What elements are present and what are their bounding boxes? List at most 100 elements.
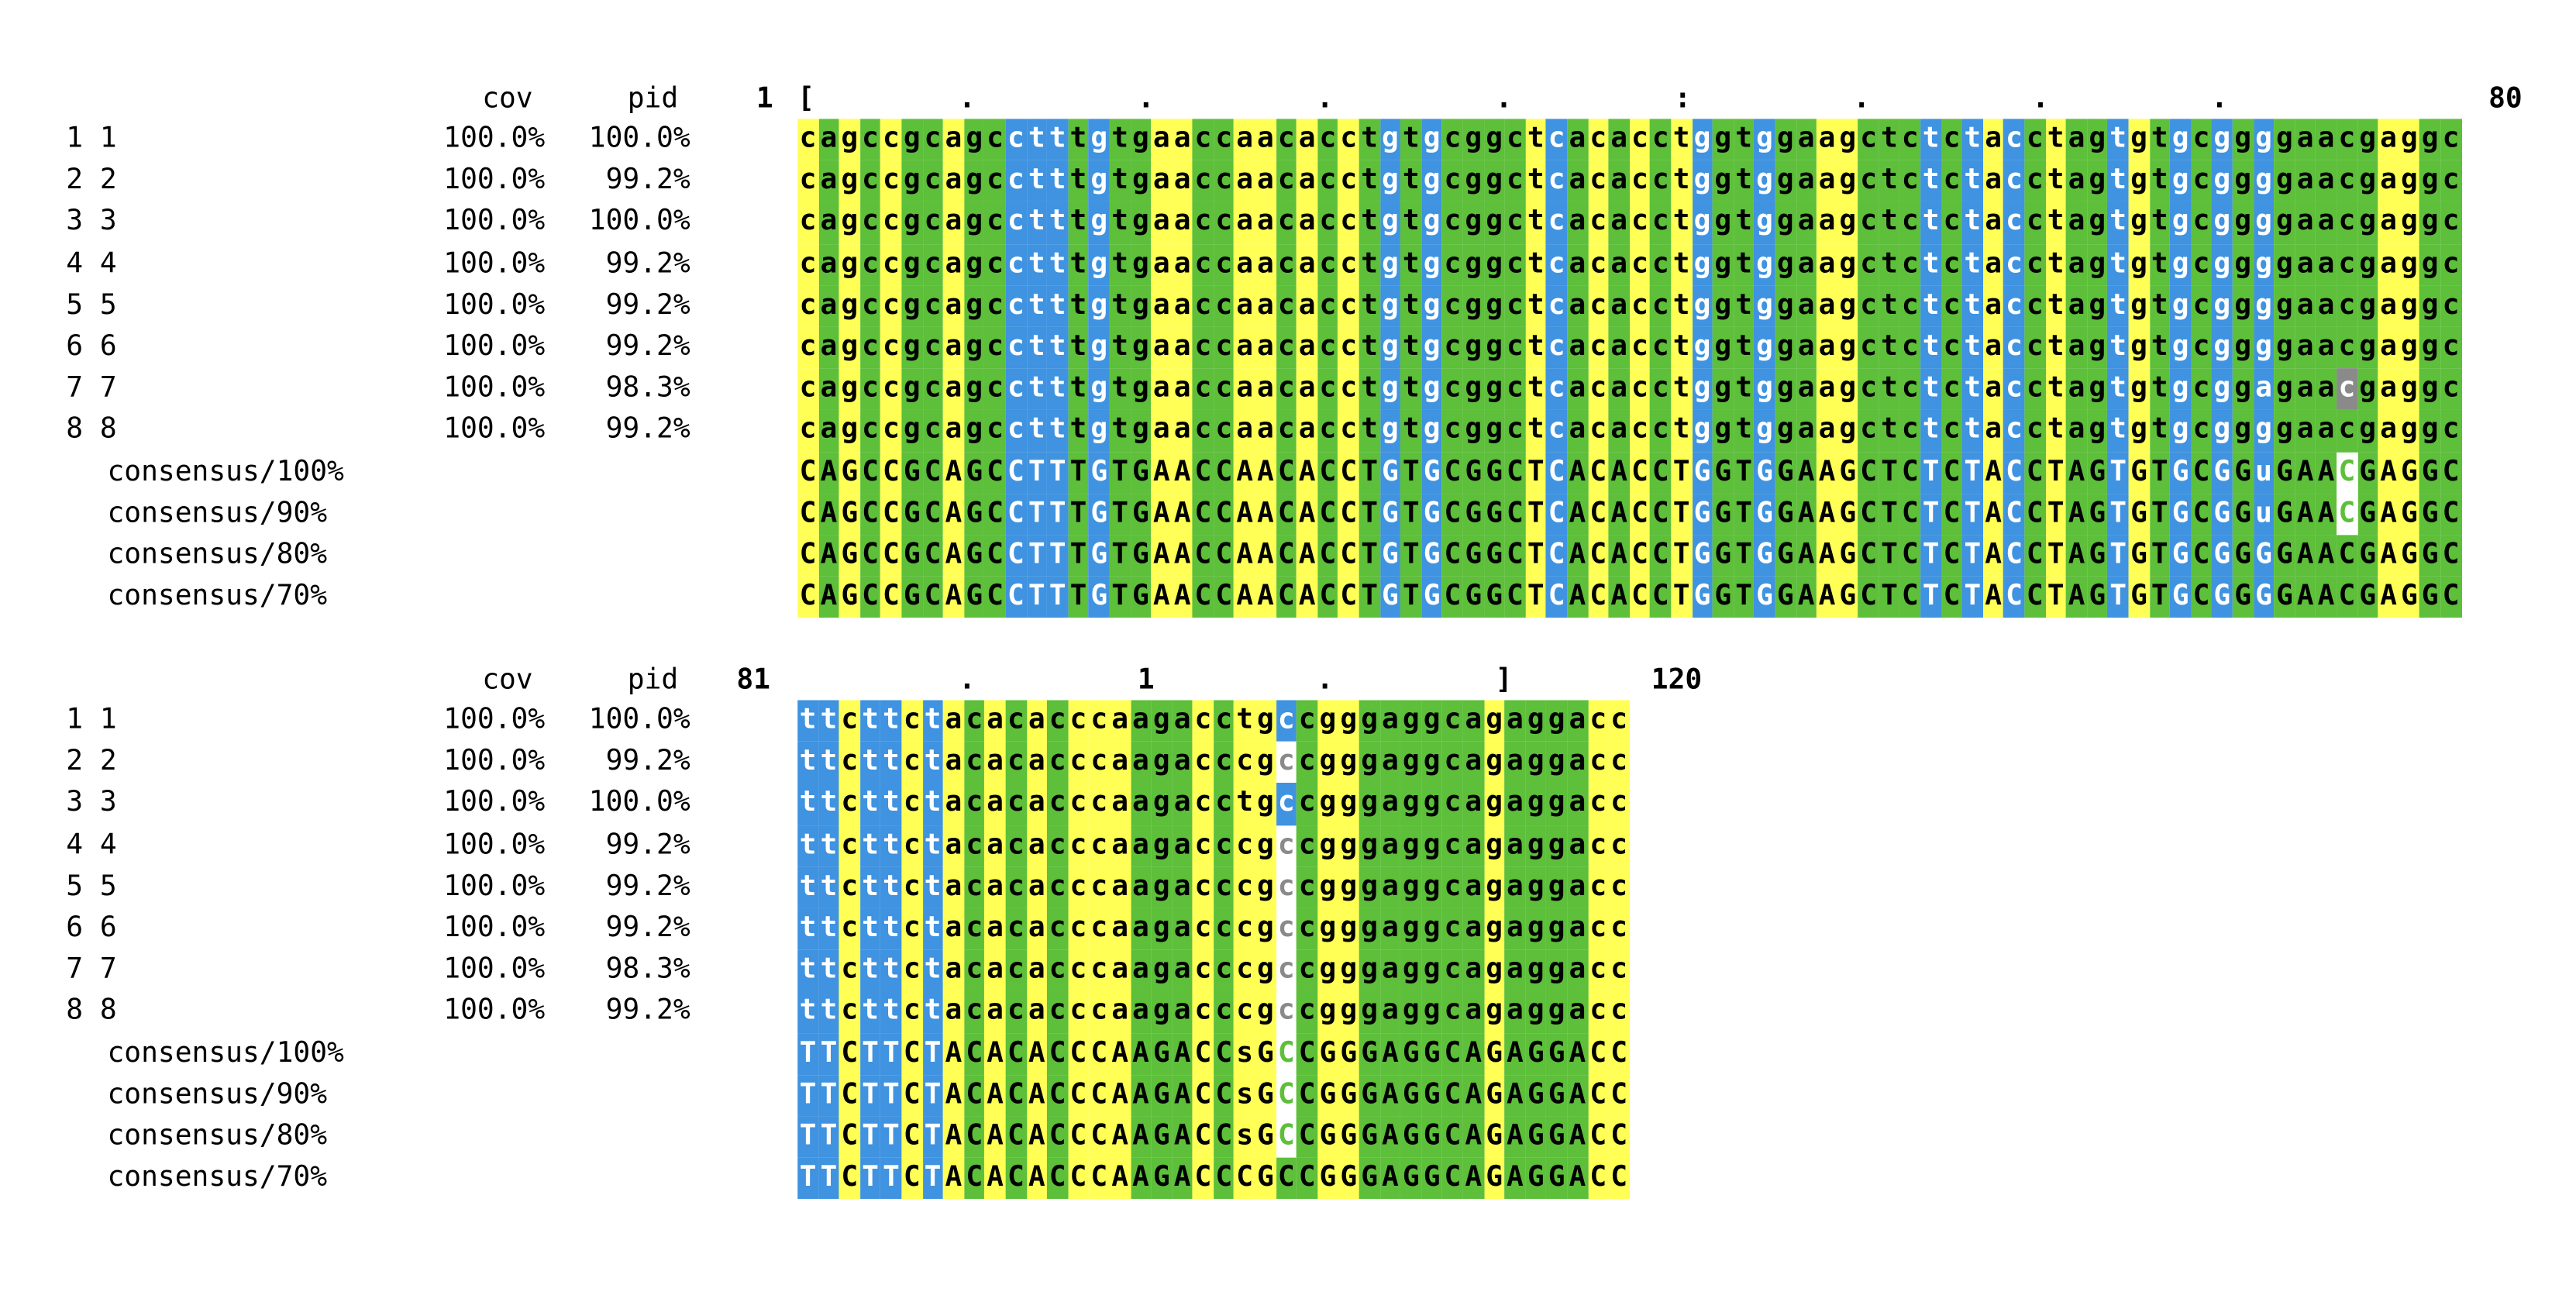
residue: a [2066,326,2087,369]
coverage-value: 100.0% [443,828,546,862]
residue: C [1629,577,1651,618]
residue: g [2211,202,2233,244]
residue: c [1858,285,1879,327]
residue: C [859,451,881,494]
residue: T [1961,577,1983,618]
residue: C [1213,577,1235,618]
residue: G [1712,493,1734,536]
residue: c [1338,202,1359,244]
residue: C [1858,451,1879,494]
residue: A [2316,535,2337,577]
sequence-id: 6 6 [66,911,117,945]
residue: G [2086,493,2108,536]
residue: a [2066,160,2087,202]
residue: a [1796,243,1817,286]
residue: c [1047,949,1069,992]
residue: g [1088,119,1110,161]
percent-identity-value: 99.2% [605,164,690,197]
residue: A [2066,493,2087,536]
ruler-start: 1 [756,82,773,116]
residue: g [1546,825,1568,867]
residue: g [2253,160,2275,202]
residue: g [1692,160,1713,202]
residue: t [2045,368,2067,411]
residue: a [1130,908,1152,950]
residue: C [1317,577,1338,618]
residue: t [1068,160,1089,202]
residue: c [839,742,860,784]
residue: A [1982,451,2004,494]
residue: c [1504,243,1526,286]
residue: c [1213,908,1235,950]
residue: a [2253,368,2275,411]
residue: G [963,451,985,494]
residue: G [1130,451,1152,494]
percent-identity-value [567,1075,690,1116]
residue: G [1255,1074,1276,1117]
residue: a [1026,783,1048,825]
residue: t [880,866,902,908]
residue: c [1858,160,1879,202]
residue: g [1483,326,1505,369]
residue: g [2128,119,2150,161]
residue: C [1068,1158,1089,1200]
residue: C [922,577,944,618]
residue: g [1421,783,1443,825]
residue: C [1442,1116,1463,1159]
residue: t [1068,202,1089,244]
residue: t [1068,368,1089,411]
residue: T [1047,451,1069,494]
residue: G [1088,493,1110,536]
residue: c [984,285,1006,327]
residue: a [1379,742,1401,784]
residue: c [1068,866,1089,908]
coverage-value: 100.0% [443,330,546,363]
residue: g [1525,908,1547,950]
residue: g [1754,160,1775,202]
residue: c [1650,326,1672,369]
residue: g [1483,285,1505,327]
consensus-label: consensus/90% [107,1077,328,1111]
residue: c [1317,243,1338,286]
residue: c [797,410,819,452]
residue: a [1567,908,1588,950]
residue: C [1005,1033,1027,1075]
residue: t [1109,160,1131,202]
residue: C [1608,1116,1630,1159]
residue: G [2232,493,2254,536]
residue: A [2378,577,2399,618]
percent-identity-value: 99.2% [605,994,690,1028]
residue: t [1068,243,1089,286]
sequence-id: 4 4 [66,246,117,281]
residue: G [1421,577,1443,618]
residue: g [1692,202,1713,244]
residue: t [1671,160,1693,202]
residue: A [1234,535,1255,577]
residue: C [859,577,881,618]
residue: a [2295,368,2316,411]
residue: A [1026,1158,1048,1200]
residue: c [2003,202,2025,244]
residue: G [2211,577,2233,618]
residue: c [2191,326,2212,369]
residue: A [1982,577,2004,618]
residue: g [1359,783,1380,825]
residue: g [1692,368,1713,411]
residue: t [1961,326,1983,369]
residue: G [1483,1116,1505,1159]
residue: C [922,535,944,577]
residue: c [880,410,902,452]
residue: t [2107,410,2129,452]
residue: C [1193,1074,1214,1117]
residue: G [963,577,985,618]
residue: c [1193,825,1214,867]
residue: c [1213,410,1235,452]
residue: T [1525,493,1547,536]
residue: G [1400,1116,1422,1159]
residue: C [1338,577,1359,618]
residue: c [1442,908,1463,950]
sequence-id: 1 1 [66,703,117,737]
